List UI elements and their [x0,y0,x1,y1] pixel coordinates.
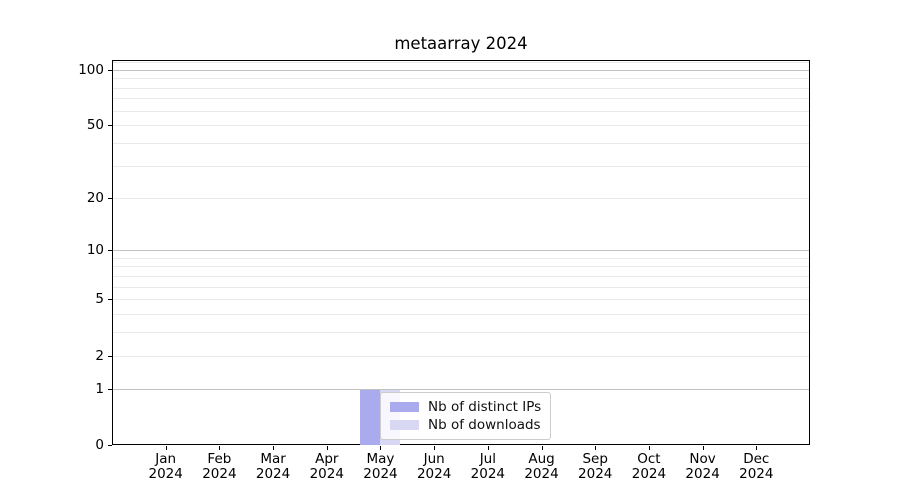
x-tick [434,446,436,450]
y-tick [108,355,112,357]
x-tick-month: Jan [155,451,177,467]
x-tick-label: Jul 2024 [448,452,528,482]
x-tick-year: 2024 [685,466,720,482]
legend-swatch-distinct-ips [390,402,419,412]
x-tick [487,446,489,450]
y-gridline-minor [113,98,809,100]
x-tick [219,446,221,450]
y-tick-label: 5 [95,291,104,308]
x-tick [595,446,597,450]
y-gridline-minor [113,275,809,277]
y-gridline-minor [113,197,809,199]
x-tick-label: Nov 2024 [663,452,743,482]
y-tick-label: 2 [95,347,104,364]
x-tick-label: Dec 2024 [716,452,796,482]
y-tick-label: 20 [86,189,104,206]
x-tick-year: 2024 [363,466,398,482]
y-gridline-minor [113,286,809,288]
y-gridline-minor [113,355,809,357]
x-tick-year: 2024 [309,466,344,482]
x-tick [648,446,650,450]
y-tick [108,445,112,446]
x-tick-month: Jun [423,451,445,467]
x-tick-month: May [366,451,395,467]
legend-swatch-downloads [390,420,419,430]
x-tick-label: Apr 2024 [287,452,367,482]
x-tick-month: Aug [528,451,555,467]
y-tick [108,250,112,252]
x-tick-month: Jul [479,451,496,467]
plot-area: Nb of distinct IPs Nb of downloads [112,60,810,445]
y-tick [108,388,112,390]
x-tick-label: Sep 2024 [555,452,635,482]
y-tick-label: 50 [86,117,104,134]
x-tick-label: Mar 2024 [233,452,313,482]
x-tick-year: 2024 [470,466,506,482]
y-tick [108,197,112,199]
x-tick [702,446,704,450]
legend-item-distinct-ips: Nb of distinct IPs [390,398,541,416]
bar-distinct-ips [360,389,381,445]
y-tick [108,125,112,127]
x-tick-label: Jan 2024 [126,452,206,482]
x-tick [165,446,167,450]
y-tick [108,69,112,71]
x-tick-year: 2024 [416,466,452,482]
x-tick-year: 2024 [524,466,559,482]
chart-title: metaarray 2024 [394,34,528,53]
y-tick-label: 1 [95,380,104,397]
x-tick [756,446,758,450]
y-tick-label: 100 [78,61,104,78]
x-tick-label: Aug 2024 [502,452,582,482]
x-tick-month: Oct [637,451,661,467]
y-gridline-minor [113,78,809,80]
legend: Nb of distinct IPs Nb of downloads [380,392,552,440]
y-gridline-minor [113,125,809,127]
x-tick-label: Feb 2024 [179,452,259,482]
y-tick-label: 10 [86,242,104,259]
y-gridline-minor [113,110,809,112]
y-gridline-minor [113,332,809,334]
x-tick-month: Apr [315,451,339,467]
y-gridline-major [113,250,809,252]
x-tick-month: Feb [207,451,232,467]
y-gridline-minor [113,62,809,64]
x-tick-month: Dec [743,451,770,467]
x-tick [541,446,543,450]
y-gridline-major [113,388,809,390]
x-tick-label: Oct 2024 [609,452,689,482]
x-tick-year: 2024 [255,466,291,482]
x-tick-month: Nov [689,451,716,467]
x-tick-year: 2024 [148,466,183,482]
x-tick-label: Jun 2024 [394,452,474,482]
y-gridline-minor [113,266,809,268]
x-tick [326,446,328,450]
y-gridline-minor [113,143,809,145]
x-tick-year: 2024 [631,466,667,482]
legend-label-downloads: Nb of downloads [428,417,541,433]
y-tick [108,299,112,301]
x-tick-year: 2024 [739,466,774,482]
x-tick-month: Sep [582,451,608,467]
x-tick-year: 2024 [202,466,237,482]
y-gridline-minor [113,165,809,167]
legend-label-distinct-ips: Nb of distinct IPs [428,399,542,415]
y-gridline-minor [113,314,809,316]
y-gridline-major [113,69,809,71]
y-tick-label: 0 [95,437,104,453]
x-tick-label: May 2024 [340,452,420,482]
y-gridline-minor [113,87,809,89]
x-tick [380,446,382,450]
y-gridline-minor [113,257,809,259]
x-tick-year: 2024 [578,466,613,482]
x-tick-month: Mar [260,451,286,467]
legend-item-downloads: Nb of downloads [390,416,541,434]
y-gridline-minor [113,299,809,301]
x-tick [273,446,275,450]
